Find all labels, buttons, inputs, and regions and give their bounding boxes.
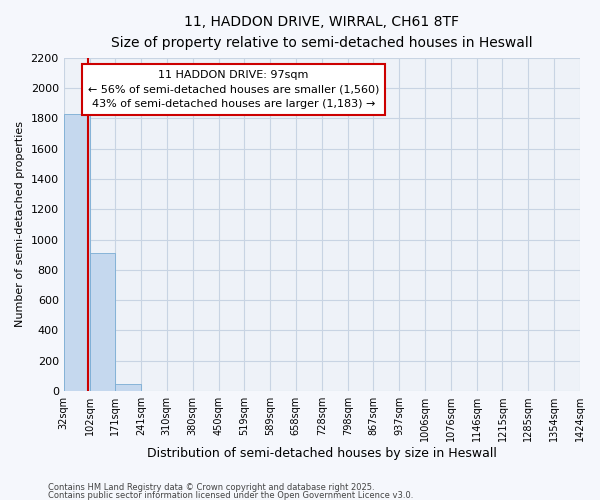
Text: Contains HM Land Registry data © Crown copyright and database right 2025.: Contains HM Land Registry data © Crown c… bbox=[48, 484, 374, 492]
Title: 11, HADDON DRIVE, WIRRAL, CH61 8TF
Size of property relative to semi-detached ho: 11, HADDON DRIVE, WIRRAL, CH61 8TF Size … bbox=[111, 15, 533, 50]
X-axis label: Distribution of semi-detached houses by size in Heswall: Distribution of semi-detached houses by … bbox=[147, 447, 497, 460]
Bar bbox=[89, 253, 115, 391]
Bar bbox=[64, 114, 89, 391]
Text: Contains public sector information licensed under the Open Government Licence v3: Contains public sector information licen… bbox=[48, 490, 413, 500]
Text: 11 HADDON DRIVE: 97sqm
← 56% of semi-detached houses are smaller (1,560)
43% of : 11 HADDON DRIVE: 97sqm ← 56% of semi-det… bbox=[88, 70, 379, 110]
Bar bbox=[115, 384, 141, 391]
Y-axis label: Number of semi-detached properties: Number of semi-detached properties bbox=[15, 122, 25, 328]
